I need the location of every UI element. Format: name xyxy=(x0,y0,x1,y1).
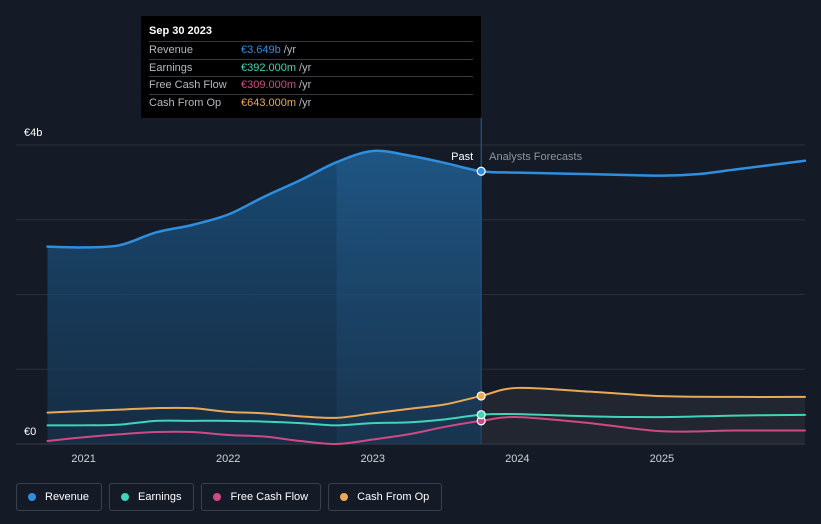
legend-label: Free Cash Flow xyxy=(230,491,309,503)
tooltip-unit: /yr xyxy=(299,79,312,91)
cash-from-op-dot-icon xyxy=(340,493,349,501)
legend-item-revenue[interactable]: Revenue xyxy=(16,483,103,511)
tooltip-row-cash-from-op: Cash From Op €643.000m /yr xyxy=(149,93,473,112)
past-label: Past xyxy=(451,151,473,163)
cash-from-op-marker xyxy=(476,391,486,401)
legend: Revenue Earnings Free Cash Flow Cash Fro… xyxy=(16,483,443,511)
legend-label: Revenue xyxy=(45,491,90,503)
tooltip-row-free-cash-flow: Free Cash Flow €309.000m /yr xyxy=(149,76,473,94)
tooltip-value: €392.000m xyxy=(241,61,297,74)
tooltip-label: Revenue xyxy=(149,44,194,56)
x-tick-label: 2024 xyxy=(505,453,529,465)
tooltip-label: Free Cash Flow xyxy=(149,79,227,91)
y-tick-label: €4b xyxy=(24,127,42,139)
legend-item-earnings[interactable]: Earnings xyxy=(109,483,195,511)
earnings-dot-icon xyxy=(121,493,130,501)
tooltip-row-earnings: Earnings €392.000m /yr xyxy=(149,58,473,77)
tooltip-label: Earnings xyxy=(149,61,193,74)
tooltip-value: €309.000m xyxy=(241,79,297,91)
tooltip: Sep 30 2023 Revenue €3.649b /yr Earnings… xyxy=(141,16,481,118)
legend-item-free-cash-flow[interactable]: Free Cash Flow xyxy=(201,483,322,511)
x-tick-label: 2025 xyxy=(650,453,674,465)
free-cash-flow-dot-icon xyxy=(213,493,222,501)
x-tick-label: 2023 xyxy=(361,453,385,465)
y-tick-label: €0 xyxy=(24,426,36,438)
revenue-line xyxy=(46,149,807,249)
earnings-marker xyxy=(476,410,486,420)
tooltip-unit: /yr xyxy=(283,44,296,56)
legend-item-cash-from-op[interactable]: Cash From Op xyxy=(328,483,443,511)
x-tick-label: 2021 xyxy=(71,453,95,465)
tooltip-value: €3.649b xyxy=(241,44,281,56)
cash-from-op-line xyxy=(46,386,806,419)
free-cash-flow-line xyxy=(46,416,806,446)
revenue-marker xyxy=(476,166,486,176)
legend-label: Cash From Op xyxy=(357,491,430,503)
forecast-label: Analysts Forecasts xyxy=(489,151,582,163)
tooltip-date: Sep 30 2023 xyxy=(149,25,212,37)
highlight-band xyxy=(336,150,482,444)
earnings-line xyxy=(46,412,806,427)
tooltip-unit: /yr xyxy=(299,96,312,109)
tooltip-unit: /yr xyxy=(299,61,312,74)
tooltip-value: €643.000m xyxy=(241,96,297,109)
revenue-dot-icon xyxy=(28,493,36,501)
x-tick-label: 2022 xyxy=(216,453,240,465)
legend-label: Earnings xyxy=(138,491,182,503)
tooltip-label: Cash From Op xyxy=(149,96,222,109)
tooltip-row-revenue: Revenue €3.649b /yr xyxy=(149,41,473,59)
